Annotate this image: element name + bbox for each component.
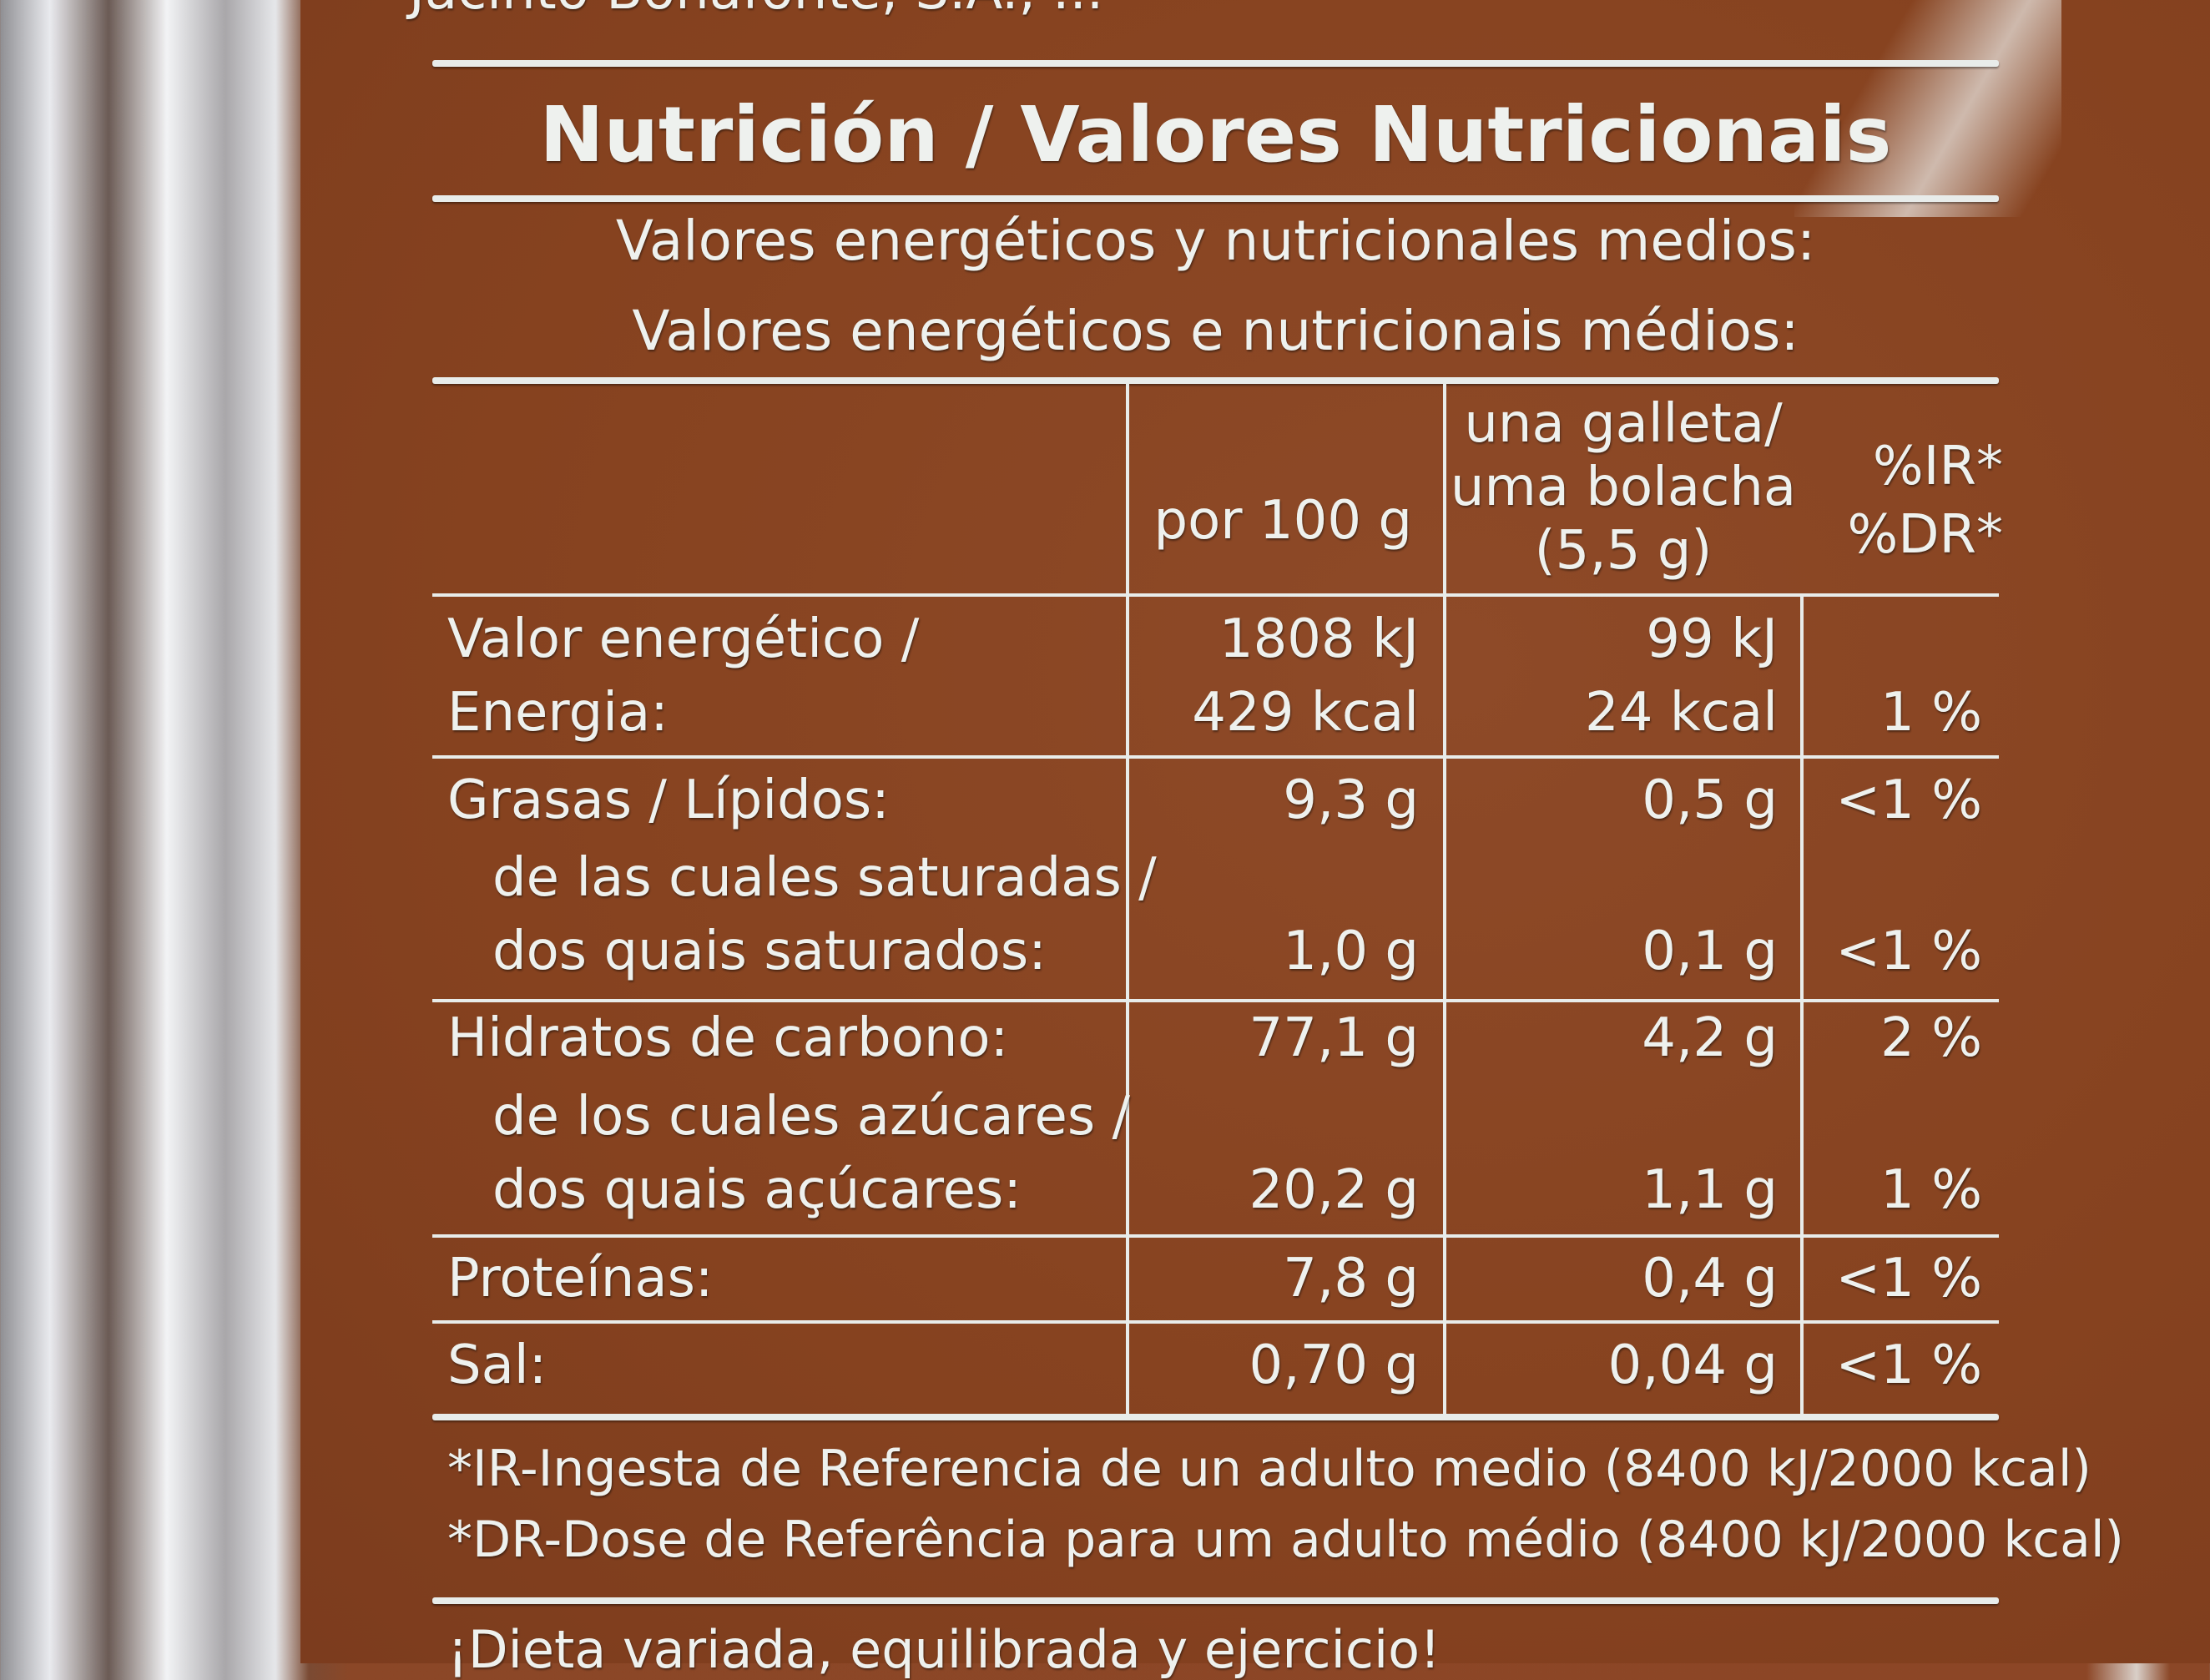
header-portion-line: (5,5 g)	[1534, 520, 1713, 582]
row-fat-label: Grasas / Lípidos:	[447, 769, 890, 831]
row-protein-label: Proteínas:	[447, 1248, 714, 1309]
label-line: Energia:	[447, 682, 669, 744]
header-ir: %IR* %DR*	[1807, 432, 2003, 569]
header-portion: una galleta/ uma bolacha (5,5 g)	[1448, 392, 1799, 583]
row-energy-label: Valor energético / Energia:	[447, 603, 919, 749]
divider	[432, 377, 1999, 384]
row-carbs-per100: 77,1 g	[1249, 1007, 1419, 1069]
row-line	[432, 593, 1999, 597]
row-salt-per100: 0,70 g	[1249, 1334, 1419, 1396]
row-carbs-ir: 2 %	[1880, 1007, 1982, 1069]
value-line: 429 kcal	[1192, 682, 1419, 744]
column-line	[1443, 384, 1446, 1414]
value-line: 1808 kJ	[1219, 608, 1419, 670]
row-saturated-portion: 0,1 g	[1642, 921, 1778, 982]
row-salt-label: Sal:	[447, 1334, 547, 1396]
value-line: 24 kcal	[1584, 682, 1778, 744]
divider	[432, 1414, 1999, 1420]
label-line: Valor energético /	[447, 608, 920, 670]
row-carbs-portion: 4,2 g	[1642, 1007, 1778, 1069]
label-line: dos quais açúcares:	[492, 1159, 1022, 1221]
title: Nutrición / Valores Nutricionais	[539, 90, 1892, 179]
plastic-glare	[1794, 0, 2061, 217]
row-energy-ir: 1 %	[1880, 682, 1982, 744]
header-portion-line: uma bolacha	[1450, 457, 1797, 518]
header-ir-line: %IR*	[1872, 436, 2003, 497]
row-line	[432, 1234, 1999, 1238]
divider	[432, 1597, 1999, 1604]
row-line	[432, 1320, 1999, 1324]
row-sugars-ir: 1 %	[1880, 1159, 1982, 1221]
row-fat-ir: <1 %	[1835, 769, 1983, 831]
row-line	[432, 755, 1999, 759]
label-line: de los cuales azúcares /	[492, 1086, 1131, 1148]
row-saturated-label: de las cuales saturadas / dos quais satu…	[492, 841, 1157, 988]
bottom-text: ¡Dieta variada, equilibrada y ejercicio!	[447, 1619, 1441, 1680]
row-saturated-ir: <1 %	[1835, 921, 1983, 982]
value-line: 99 kJ	[1646, 608, 1778, 670]
row-sugars-per100: 20,2 g	[1249, 1159, 1419, 1221]
footnote-dr: *DR-Dose de Referência para um adulto mé…	[447, 1511, 2124, 1569]
row-energy-per100: 1808 kJ 429 kcal	[1135, 603, 1419, 749]
row-energy-portion: 99 kJ 24 kcal	[1452, 603, 1778, 749]
header-portion-line: una galleta/	[1464, 393, 1783, 455]
label-line: de las cuales saturadas /	[492, 847, 1157, 909]
row-salt-ir: <1 %	[1835, 1334, 1983, 1396]
subtitle-pt: Valores energéticos e nutricionais médio…	[632, 299, 1799, 363]
divider	[432, 60, 1999, 67]
header-ir-line: %DR*	[1847, 504, 2003, 566]
row-fat-per100: 9,3 g	[1283, 769, 1419, 831]
subtitle-es: Valores energéticos y nutricionales medi…	[615, 209, 1816, 273]
row-protein-per100: 7,8 g	[1283, 1248, 1419, 1309]
row-protein-ir: <1 %	[1835, 1248, 1983, 1309]
divider	[432, 195, 1999, 202]
row-fat-portion: 0,5 g	[1642, 769, 1778, 831]
row-protein-portion: 0,4 g	[1642, 1248, 1778, 1309]
column-line	[1800, 593, 1804, 1414]
row-carbs-label: Hidratos de carbono:	[447, 1007, 1009, 1069]
header-per100: por 100 g	[1153, 490, 1412, 552]
top-text: Jacinto Bonafonte, S.A., ...	[409, 0, 1103, 22]
label-background	[300, 0, 2210, 1663]
footnote-ir: *IR-Ingesta de Referencia de un adulto m…	[447, 1440, 2091, 1498]
row-sugars-portion: 1,1 g	[1642, 1159, 1778, 1221]
column-line	[1126, 384, 1129, 1414]
row-saturated-per100: 1,0 g	[1283, 921, 1419, 982]
row-line	[432, 999, 1999, 1002]
row-salt-portion: 0,04 g	[1607, 1334, 1778, 1396]
label-line: dos quais saturados:	[492, 921, 1047, 982]
row-sugars-label: de los cuales azúcares / dos quais açúca…	[492, 1080, 1130, 1227]
